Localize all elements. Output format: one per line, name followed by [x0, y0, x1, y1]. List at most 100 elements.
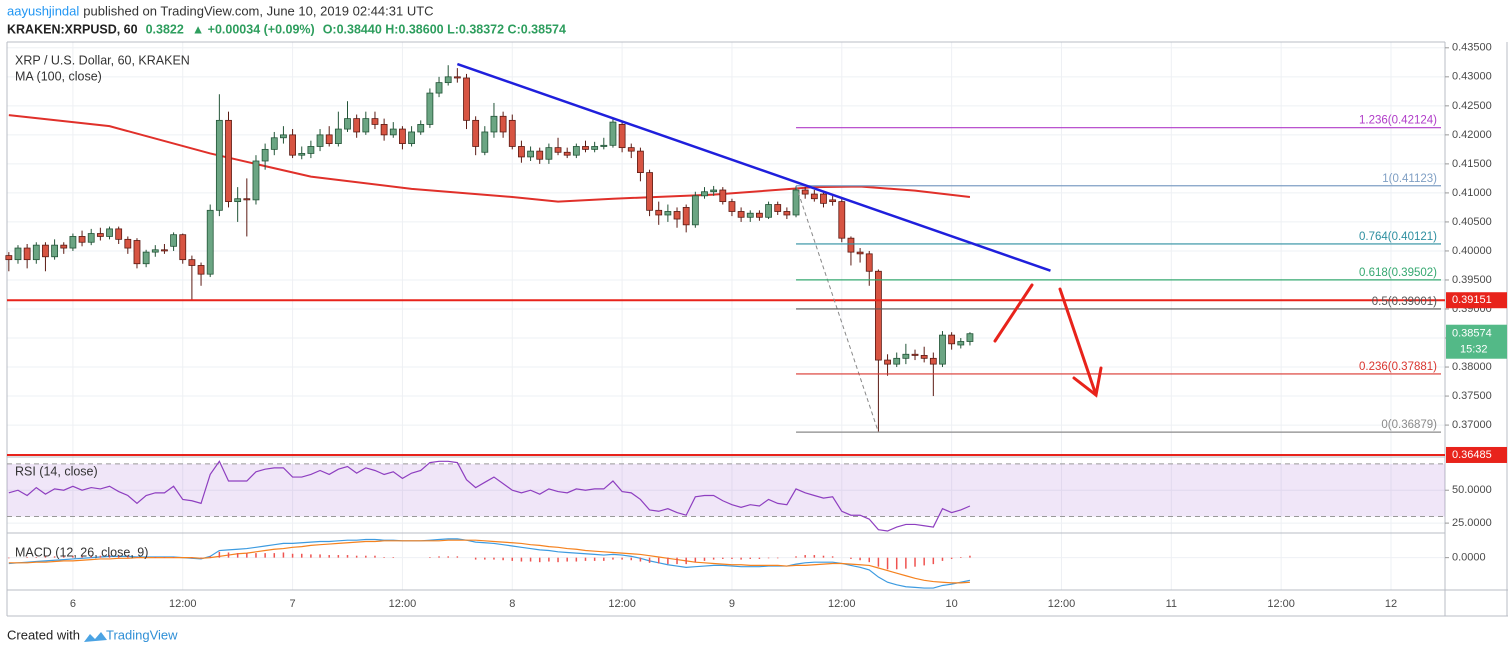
candle-body — [554, 147, 562, 153]
rsi-line — [8, 460, 971, 532]
y-tick-label: 0.43500 — [1452, 42, 1492, 54]
candle-body — [875, 270, 882, 361]
candle-body — [600, 144, 608, 147]
candle-body — [820, 193, 827, 204]
x-tick-label: 7 — [290, 598, 296, 610]
candle-body — [225, 119, 232, 203]
y-tick-label: 0.41500 — [1452, 158, 1492, 170]
macd-histogram-bar — [310, 554, 312, 558]
rsi-legend: RSI (14, close) — [15, 464, 98, 478]
macd-histogram-bar — [722, 557, 724, 559]
candle-body — [417, 124, 425, 133]
candle-body — [23, 247, 31, 261]
macd-histogram-bar — [969, 555, 971, 558]
candle-body — [5, 255, 13, 261]
candle-body — [60, 244, 68, 249]
macd-histogram-bar — [255, 553, 257, 558]
macd-histogram-bar — [227, 552, 230, 558]
macd-histogram-bar — [365, 555, 367, 558]
x-tick-label: 9 — [729, 598, 735, 610]
candle-body — [673, 211, 681, 220]
price-label-box — [1446, 446, 1507, 463]
candle-body — [42, 244, 49, 258]
candle-body — [179, 234, 187, 261]
macd-histogram-bar — [511, 557, 514, 561]
y-tick-label: 0.42500 — [1452, 100, 1492, 112]
x-tick-label: 12:00 — [389, 598, 417, 610]
candle-body — [856, 251, 864, 255]
candle-body — [362, 118, 370, 133]
y-tick-label: 0.37000 — [1452, 419, 1492, 431]
fib-label: 0.618(0.39502) — [1359, 267, 1437, 279]
macd-histogram-bar — [53, 556, 56, 558]
candle-body — [444, 76, 452, 84]
brand[interactable]: TradingView — [106, 627, 178, 642]
candle-body — [32, 244, 40, 261]
macd-histogram-bar — [685, 557, 687, 565]
macd-histogram-bar — [172, 557, 175, 558]
macd-histogram-bar — [657, 557, 660, 564]
y-tick-label: 0.40500 — [1452, 216, 1492, 228]
y-tick-label: 0.41000 — [1452, 187, 1492, 199]
candle-body — [637, 150, 644, 173]
candle-body — [545, 147, 553, 160]
macd-histogram-bar — [813, 555, 816, 558]
y-tick-label: 50.0000 — [1452, 484, 1492, 496]
candle-body — [664, 211, 672, 216]
candle-body — [572, 146, 580, 156]
candle-body — [243, 198, 251, 201]
macd-histogram-bar — [200, 557, 202, 559]
y-tick-label: 0.40000 — [1452, 245, 1492, 257]
candle-body — [783, 211, 791, 216]
logo[interactable] — [84, 632, 107, 642]
symbol: KRAKEN:XRPUSD, 60 — [7, 22, 138, 36]
macd-histogram-bar — [127, 555, 129, 558]
trendline — [456, 62, 1051, 272]
candle-body — [325, 134, 333, 144]
macd-histogram-bar — [850, 557, 852, 559]
candle-body — [472, 119, 480, 147]
macd-histogram-bar — [72, 555, 74, 558]
macd-histogram-bar — [776, 557, 779, 559]
fib-label: 0.764(0.40121) — [1359, 231, 1437, 243]
arrow-up — [993, 283, 1034, 343]
macd-histogram-bar — [767, 557, 770, 559]
candle-body — [307, 146, 315, 154]
macd-histogram-bar — [694, 557, 697, 563]
macd-line — [8, 539, 970, 584]
macd-histogram-bar — [163, 557, 166, 558]
candle-body — [710, 189, 718, 193]
candle-body — [316, 134, 324, 147]
candle-body — [920, 355, 928, 359]
macd-histogram-bar — [923, 557, 925, 566]
ohlc: O:0.38440 H:0.38600 L:0.38372 C:0.38574 — [323, 22, 566, 36]
price-label: 0.39151 — [1452, 294, 1492, 306]
author[interactable]: aayushjindal — [7, 3, 79, 18]
macd-histogram-bar — [575, 557, 578, 562]
macd-histogram-bar — [593, 557, 596, 561]
x-tick-label: 12:00 — [169, 598, 197, 610]
macd-histogram-bar — [264, 553, 266, 558]
y-tick-label: 0.38000 — [1452, 361, 1492, 373]
candle-body — [847, 237, 855, 253]
macd-histogram-bar — [209, 556, 211, 558]
macd-histogram-bar — [538, 557, 541, 563]
macd-histogram-bar — [676, 557, 678, 565]
price-label: 0.36485 — [1452, 449, 1492, 461]
macd-histogram-bar — [355, 555, 358, 558]
macd-histogram-bar — [960, 557, 962, 558]
candle-body — [142, 251, 150, 265]
macd-histogram-bar — [740, 557, 742, 560]
candle-body — [96, 233, 104, 237]
rsi-band — [7, 463, 1445, 517]
fib-label: 0.5(0.39001) — [1372, 296, 1437, 308]
macd-histogram-bar — [950, 557, 953, 559]
candle-body — [655, 209, 663, 216]
candle-body — [289, 134, 296, 156]
macd-histogram-bar — [8, 557, 10, 559]
macd-histogram-bar — [877, 557, 880, 567]
candle-body — [463, 77, 470, 121]
macd-histogram-bar — [319, 554, 321, 558]
candle-body — [151, 249, 159, 253]
